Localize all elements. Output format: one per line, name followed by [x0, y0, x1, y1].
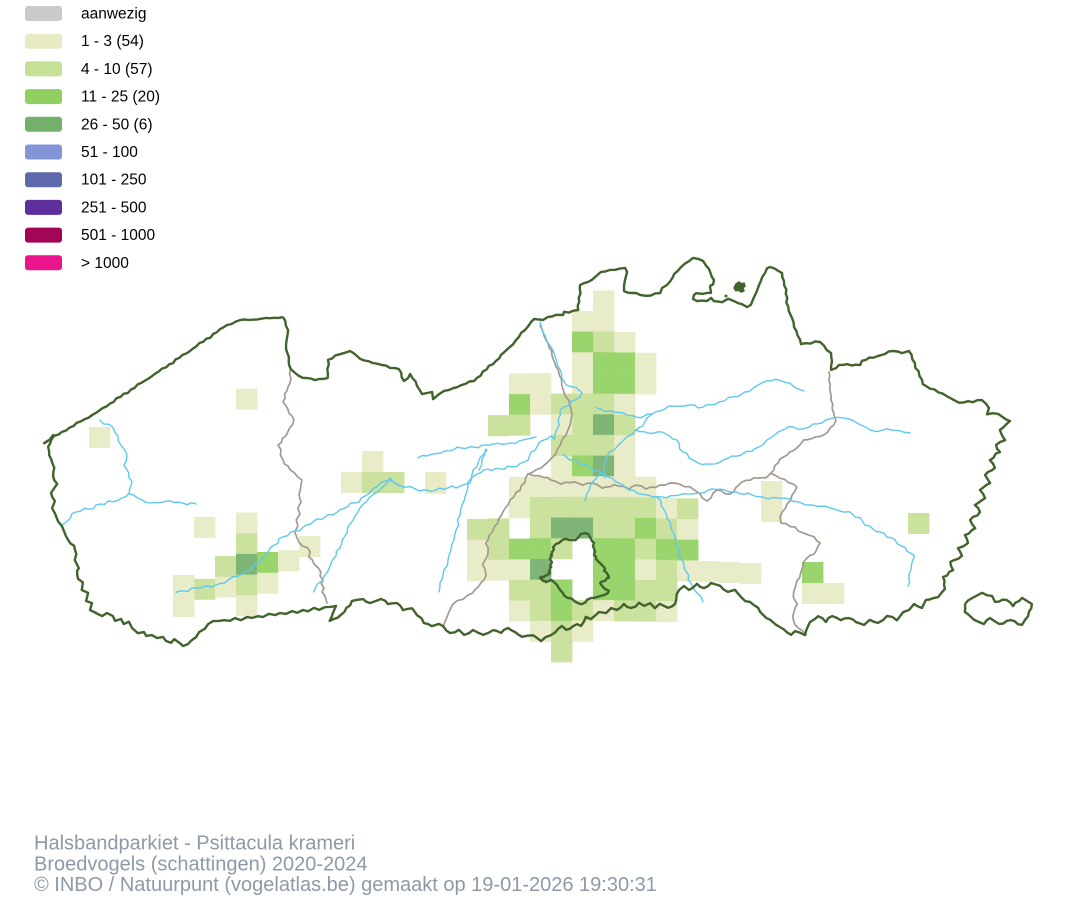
svg-text:51 - 100: 51 - 100 — [81, 144, 138, 161]
svg-text:4 - 10 (57): 4 - 10 (57) — [81, 61, 153, 78]
svg-text:Broedvogels (schattingen) 2020: Broedvogels (schattingen) 2020-2024 — [34, 854, 368, 876]
svg-text:Halsbandparkiet - Psittacula k: Halsbandparkiet - Psittacula krameri — [34, 833, 355, 855]
svg-text:11 - 25 (20): 11 - 25 (20) — [81, 89, 160, 106]
svg-text:aanwezig: aanwezig — [81, 6, 147, 23]
svg-text:26 - 50 (6): 26 - 50 (6) — [81, 116, 153, 133]
svg-text:© INBO / Natuurpunt (vogelatla: © INBO / Natuurpunt (vogelatlas.be) gema… — [34, 874, 657, 896]
svg-text:1 - 3 (54): 1 - 3 (54) — [81, 33, 144, 50]
svg-text:101 - 250: 101 - 250 — [81, 172, 147, 189]
svg-text:> 1000: > 1000 — [81, 255, 129, 272]
svg-text:251 - 500: 251 - 500 — [81, 199, 147, 216]
svg-text:501 - 1000: 501 - 1000 — [81, 227, 155, 244]
